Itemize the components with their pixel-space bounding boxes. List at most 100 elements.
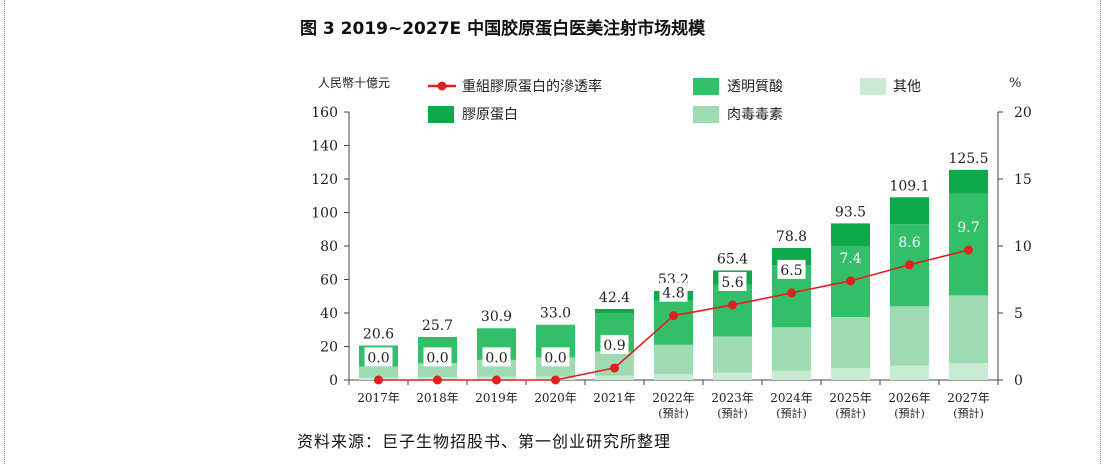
x-tick-label: 2020年	[534, 391, 577, 405]
line-value-label: 6.5	[780, 263, 802, 279]
x-tick-label: 2022年	[652, 391, 695, 405]
y2-tick-label: 0	[1014, 373, 1023, 389]
x-tick-note: (預計)	[835, 406, 866, 420]
x-tick-note: (預計)	[717, 406, 748, 420]
line-point	[374, 375, 383, 385]
line-point	[433, 375, 442, 385]
line-value-label: 8.6	[898, 235, 920, 251]
line-label-box	[482, 347, 511, 367]
legend-label-botox: 肉毒毒素	[727, 107, 783, 123]
bar-segment-botox	[418, 363, 457, 377]
legend-line-label: 重組膠原蛋白的滲透率	[462, 78, 602, 95]
legend-swatch-hyaluronic	[693, 78, 719, 95]
line-point	[669, 311, 678, 321]
y-tick-label: 100	[311, 206, 338, 222]
page-frame	[4, 0, 1101, 464]
bar-segment-botox	[949, 295, 988, 364]
line-label-box	[718, 271, 747, 291]
x-tick-note: (預計)	[776, 406, 807, 420]
total-label: 42.4	[599, 290, 630, 306]
y-tick-label: 20	[320, 340, 338, 356]
total-label: 25.7	[422, 318, 453, 334]
bar-segment-other	[890, 365, 929, 380]
line-value-label: 5.6	[721, 275, 743, 291]
bar-segment-collagen	[595, 308, 634, 313]
x-tick-note: (預計)	[658, 406, 689, 420]
y2-tick-label: 15	[1014, 172, 1032, 188]
line-point	[964, 245, 973, 255]
total-label: 109.1	[889, 178, 929, 194]
line-label-box	[659, 282, 688, 302]
bar-segment-other	[654, 374, 693, 380]
x-tick-note: (預計)	[953, 406, 984, 420]
y-tick-label: 120	[311, 172, 338, 188]
total-label: 30.9	[481, 309, 512, 325]
y2-tick-label: 5	[1014, 306, 1023, 322]
penetration-line: 0.0 0.0 0.0 0.0 0.9 4.8 5.6 6.5 7.4 8.6 9.7	[364, 220, 980, 385]
line-label-box	[423, 347, 452, 367]
x-tick-label: 2019年	[475, 391, 518, 405]
bar-segment-collagen	[890, 197, 929, 225]
bar-segment-hyaluronic	[654, 300, 693, 345]
legend: 重組膠原蛋白的滲透率 透明質酸 其他 膠原蛋白 肉毒毒素	[428, 78, 921, 123]
x-tick-label: 2024年	[770, 391, 813, 405]
x-tick-label: 2027年	[947, 391, 990, 405]
bar-segment-botox	[772, 327, 811, 371]
y-tick-label: 80	[320, 239, 338, 255]
bar-segment-other	[713, 372, 752, 380]
line-label-box	[777, 259, 806, 279]
bar-segment-other	[772, 370, 811, 380]
total-label: 33.0	[540, 306, 571, 322]
bar-segment-botox	[359, 366, 398, 378]
y-tick-label: 60	[320, 273, 338, 289]
x-tick-label: 2017年	[357, 391, 400, 405]
total-label: 93.5	[835, 204, 866, 220]
x-tick-note: (預計)	[894, 406, 925, 420]
bar-segment-botox	[713, 336, 752, 373]
line-value-label: 0.0	[544, 350, 566, 366]
x-tick-label: 2021年	[593, 391, 636, 405]
legend-swatch-botox	[693, 106, 719, 123]
bar-segment-botox	[890, 306, 929, 366]
total-label: 20.6	[363, 326, 394, 342]
y2-axis-label: %	[1009, 76, 1021, 91]
line-point	[551, 375, 560, 385]
line-label-box	[541, 347, 570, 367]
line-point	[492, 375, 501, 385]
line-label-box	[600, 334, 629, 354]
line-value-label: 4.8	[662, 286, 684, 302]
bar-segment-collagen	[949, 169, 988, 194]
figure-title: 图 3 2019~2027E 中国胶原蛋白医美注射市场规模	[300, 19, 706, 39]
y-tick-label: 140	[311, 139, 338, 155]
y2-tick-label: 10	[1014, 239, 1032, 255]
x-tick-label: 2018年	[416, 391, 459, 405]
line-value-label: 0.0	[367, 350, 389, 366]
y-tick-label: 0	[329, 373, 338, 389]
line-value-label: 0.0	[485, 350, 507, 366]
line-value-label: 9.7	[957, 220, 979, 236]
bar-segment-botox	[654, 344, 693, 375]
legend-swatch-collagen	[428, 106, 454, 123]
legend-label-other: 其他	[893, 79, 921, 95]
total-label: 125.5	[948, 151, 988, 167]
line-value-label: 7.4	[839, 251, 861, 267]
bar-segment-collagen	[831, 223, 870, 246]
legend-line-marker	[437, 81, 447, 91]
line-label-box	[364, 347, 393, 367]
legend-label-collagen: 膠原蛋白	[462, 107, 518, 123]
y-tick-label: 160	[311, 105, 338, 121]
bar-segment-hyaluronic	[713, 284, 752, 337]
source-note: 资料来源：巨子生物招股书、第一创业研究所整理	[297, 432, 672, 451]
y-tick-label: 40	[320, 306, 338, 322]
legend-swatch-other	[860, 78, 886, 95]
x-tick-labels: 2017年 2018年 2019年 2020年 2021年 2022年(預計)2023年(…	[357, 391, 990, 420]
line-value-label: 0.9	[603, 338, 625, 354]
line-point	[905, 260, 914, 270]
bar-segment-hyaluronic	[949, 193, 988, 296]
bar-segment-other	[831, 368, 870, 380]
x-tick-label: 2026年	[888, 391, 931, 405]
x-tick-label: 2025年	[829, 391, 872, 405]
line-point	[846, 276, 855, 286]
total-label: 65.4	[717, 251, 748, 267]
